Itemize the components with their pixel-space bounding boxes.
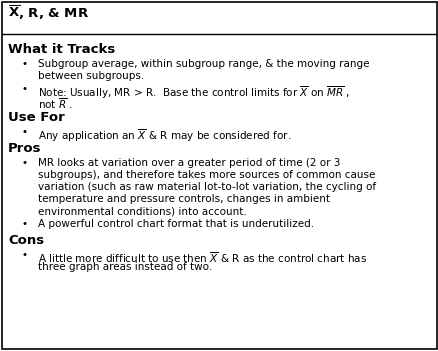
Text: $\mathdefault{\overline{X}}$, R, & MR: $\mathdefault{\overline{X}}$, R, & MR <box>8 4 89 22</box>
Text: not $\overline{R}$ .: not $\overline{R}$ . <box>38 96 73 111</box>
Text: Subgroup average, within subgroup range, & the moving range: Subgroup average, within subgroup range,… <box>38 59 369 69</box>
Text: Cons: Cons <box>8 234 44 247</box>
Text: Any application an $\overline{X}$ & R may be considered for.: Any application an $\overline{X}$ & R ma… <box>38 127 290 144</box>
Text: Use For: Use For <box>8 111 64 124</box>
Text: Note: Usually, MR > R.  Base the control limits for $\overline{X}$ on $\overline: Note: Usually, MR > R. Base the control … <box>38 84 350 101</box>
Text: A little more difficult to use then $\overline{X}$ & R as the control chart has: A little more difficult to use then $\ov… <box>38 250 366 265</box>
Text: •: • <box>22 250 28 260</box>
Text: •: • <box>22 127 28 137</box>
Text: •: • <box>22 84 28 94</box>
Text: three graph areas instead of two.: three graph areas instead of two. <box>38 262 212 272</box>
Text: subgroups), and therefore takes more sources of common cause: subgroups), and therefore takes more sou… <box>38 170 374 180</box>
Text: environmental conditions) into account.: environmental conditions) into account. <box>38 206 246 216</box>
Text: A powerful control chart format that is underutilized.: A powerful control chart format that is … <box>38 219 314 229</box>
Text: •: • <box>22 158 28 168</box>
Text: MR looks at variation over a greater period of time (2 or 3: MR looks at variation over a greater per… <box>38 158 339 168</box>
Text: •: • <box>22 59 28 69</box>
Text: temperature and pressure controls, changes in ambient: temperature and pressure controls, chang… <box>38 194 329 204</box>
Text: Pros: Pros <box>8 142 42 155</box>
Text: between subgroups.: between subgroups. <box>38 71 144 81</box>
Text: variation (such as raw material lot-to-lot variation, the cycling of: variation (such as raw material lot-to-l… <box>38 182 375 192</box>
Text: What it Tracks: What it Tracks <box>8 43 115 56</box>
Text: •: • <box>22 219 28 229</box>
